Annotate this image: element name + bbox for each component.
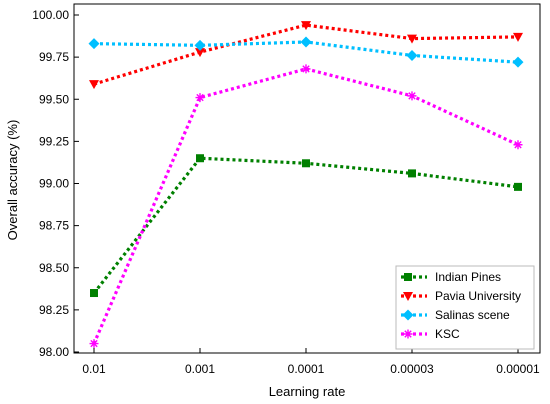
data-point bbox=[195, 48, 205, 58]
y-tick-label: 100.00 bbox=[32, 8, 69, 22]
plot-frame bbox=[73, 3, 541, 354]
y-tick-label: 98.50 bbox=[39, 261, 69, 275]
x-tick-label: 0.0001 bbox=[288, 362, 325, 376]
series-1 bbox=[89, 21, 523, 90]
data-point bbox=[196, 154, 204, 163]
data-point bbox=[90, 289, 98, 298]
x-axis: 0.01 0.001 0.0001 0.00003 0.00001 bbox=[82, 348, 540, 376]
series-2 bbox=[88, 36, 524, 68]
legend-label: Pavia University bbox=[435, 289, 521, 303]
series-layer bbox=[88, 21, 524, 349]
y-tick-label: 99.75 bbox=[39, 50, 69, 64]
data-point bbox=[407, 91, 417, 101]
legend-label: Salinas scene bbox=[435, 308, 510, 322]
legend-item: KSC bbox=[401, 327, 460, 341]
legend-item: Indian Pines bbox=[401, 270, 501, 284]
data-point bbox=[406, 49, 418, 61]
legend: Indian Pines Pavia University Salinas scen… bbox=[395, 265, 535, 350]
y-tick-label: 98.00 bbox=[39, 345, 69, 359]
data-point bbox=[300, 36, 312, 48]
data-point bbox=[513, 32, 523, 42]
legend-label: Indian Pines bbox=[435, 270, 501, 284]
y-axis: 98.00 98.25 98.50 98.75 99.00 99.25 99.50 99.75… bbox=[32, 8, 79, 359]
legend-item: Salinas scene bbox=[401, 308, 510, 322]
series-3 bbox=[89, 64, 523, 349]
data-point bbox=[301, 64, 311, 74]
data-point bbox=[89, 80, 99, 90]
y-axis-label: Overall accuracy (%) bbox=[5, 120, 20, 241]
x-axis-label: Learning rate bbox=[269, 384, 346, 399]
data-point bbox=[512, 56, 524, 68]
data-point bbox=[89, 339, 99, 349]
x-tick-label: 0.00001 bbox=[496, 362, 540, 376]
legend-marker bbox=[402, 309, 414, 321]
y-tick-label: 98.75 bbox=[39, 219, 69, 233]
data-point bbox=[407, 34, 417, 44]
y-tick-label: 99.25 bbox=[39, 134, 69, 148]
series-line bbox=[93, 23, 519, 86]
legend-marker bbox=[403, 329, 413, 339]
x-tick-label: 0.00003 bbox=[390, 362, 434, 376]
y-tick-label: 98.25 bbox=[39, 303, 69, 317]
data-point bbox=[195, 93, 205, 103]
legend-label: KSC bbox=[435, 327, 460, 341]
data-point bbox=[408, 169, 416, 178]
data-point bbox=[88, 38, 100, 50]
data-point bbox=[302, 159, 310, 168]
data-point bbox=[301, 21, 311, 31]
data-point bbox=[194, 39, 206, 51]
x-tick-label: 0.001 bbox=[185, 362, 215, 376]
data-point bbox=[514, 182, 522, 191]
y-tick-label: 99.00 bbox=[39, 177, 69, 191]
series-0 bbox=[90, 154, 522, 298]
legend-item: Pavia University bbox=[401, 289, 521, 303]
x-tick-label: 0.01 bbox=[82, 362, 106, 376]
legend-marker bbox=[404, 273, 412, 281]
data-point bbox=[513, 140, 523, 150]
y-tick-label: 99.50 bbox=[39, 92, 69, 106]
legend-marker bbox=[403, 292, 413, 301]
